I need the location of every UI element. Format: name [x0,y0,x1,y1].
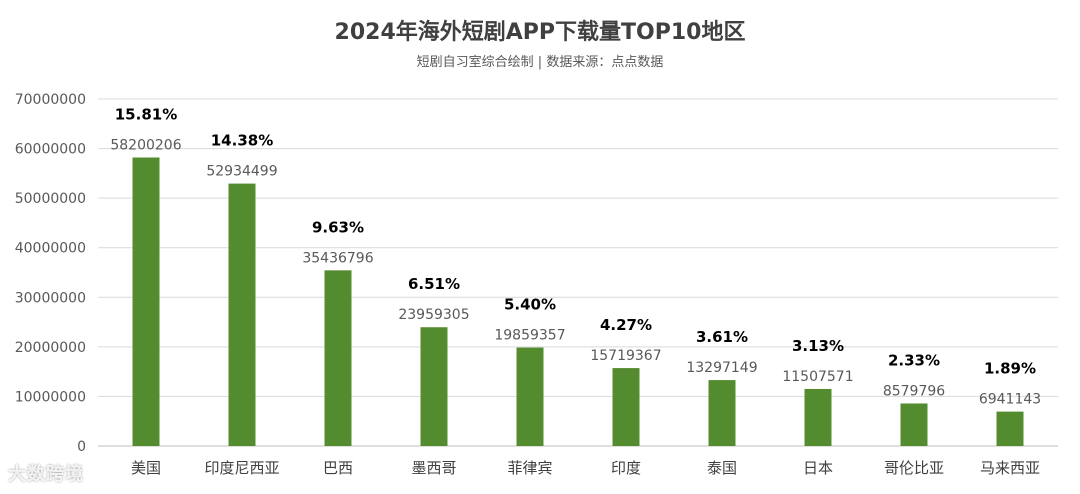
x-category-label: 印度尼西亚 [204,459,279,477]
x-category-label: 墨西哥 [411,459,456,477]
x-category-label: 印度 [611,459,641,477]
x-category-label: 哥伦比亚 [884,459,944,477]
y-tick-label: 60000000 [15,142,86,158]
x-category-label: 马来西亚 [980,459,1040,477]
percent-label: 3.61% [696,328,748,346]
y-tick-label: 50000000 [15,191,86,207]
gridlines [98,98,1058,447]
bar [516,347,544,446]
percent-label: 5.40% [504,296,556,314]
data-labels: 58200206 15.81% 52934499 14.38% 35436796 9.63… [110,105,1041,407]
bar [132,157,160,446]
value-label: 13297149 [686,360,757,376]
bars [132,157,1024,446]
bar [228,183,256,446]
bar [420,327,448,446]
bar [612,368,640,446]
percent-label: 2.33% [888,351,940,369]
percent-label: 6.51% [408,275,460,293]
x-category-label: 泰国 [707,459,737,477]
y-tick-label: 20000000 [15,340,86,356]
value-label: 15719367 [590,348,661,364]
bar [708,380,736,446]
value-label: 19859357 [494,328,565,344]
percent-label: 1.89% [984,360,1036,378]
percent-label: 15.81% [115,105,177,123]
value-label: 52934499 [206,164,277,180]
y-axis-ticks: 0 10000000 20000000 30000000 40000000 5000000… [15,92,86,455]
percent-label: 14.38% [211,132,273,150]
y-tick-label: 0 [77,439,86,455]
x-category-label: 日本 [803,459,833,477]
chart-subtitle: 短剧自习室综合绘制 | 数据来源：点点数据 [416,55,664,70]
y-tick-label: 30000000 [15,290,86,306]
value-label: 6941143 [979,392,1041,408]
percent-label: 4.27% [600,316,652,334]
bar [804,388,832,446]
value-label: 11507571 [782,369,853,385]
bar [900,403,928,446]
percent-label: 9.63% [312,218,364,236]
value-label: 8579796 [883,383,945,399]
bar [996,411,1024,446]
percent-label: 3.13% [792,337,844,355]
watermark-logo: 大数跨境 [8,464,84,485]
y-tick-label: 70000000 [15,92,86,108]
chart-title: 2024年海外短剧APP下载量TOP10地区 [334,20,746,45]
x-category-label: 美国 [131,459,161,477]
value-label: 58200206 [110,137,181,153]
bar [324,270,352,446]
x-category-label: 巴西 [323,459,353,477]
y-tick-label: 10000000 [15,389,86,405]
value-label: 35436796 [302,250,373,266]
y-tick-label: 40000000 [15,241,86,257]
x-category-label: 菲律宾 [507,459,552,477]
x-axis-labels: 美国 印度尼西亚 巴西 墨西哥 菲律宾 印度 泰国 日本 哥伦比亚 马来西亚 [131,459,1040,477]
value-label: 23959305 [398,307,469,323]
